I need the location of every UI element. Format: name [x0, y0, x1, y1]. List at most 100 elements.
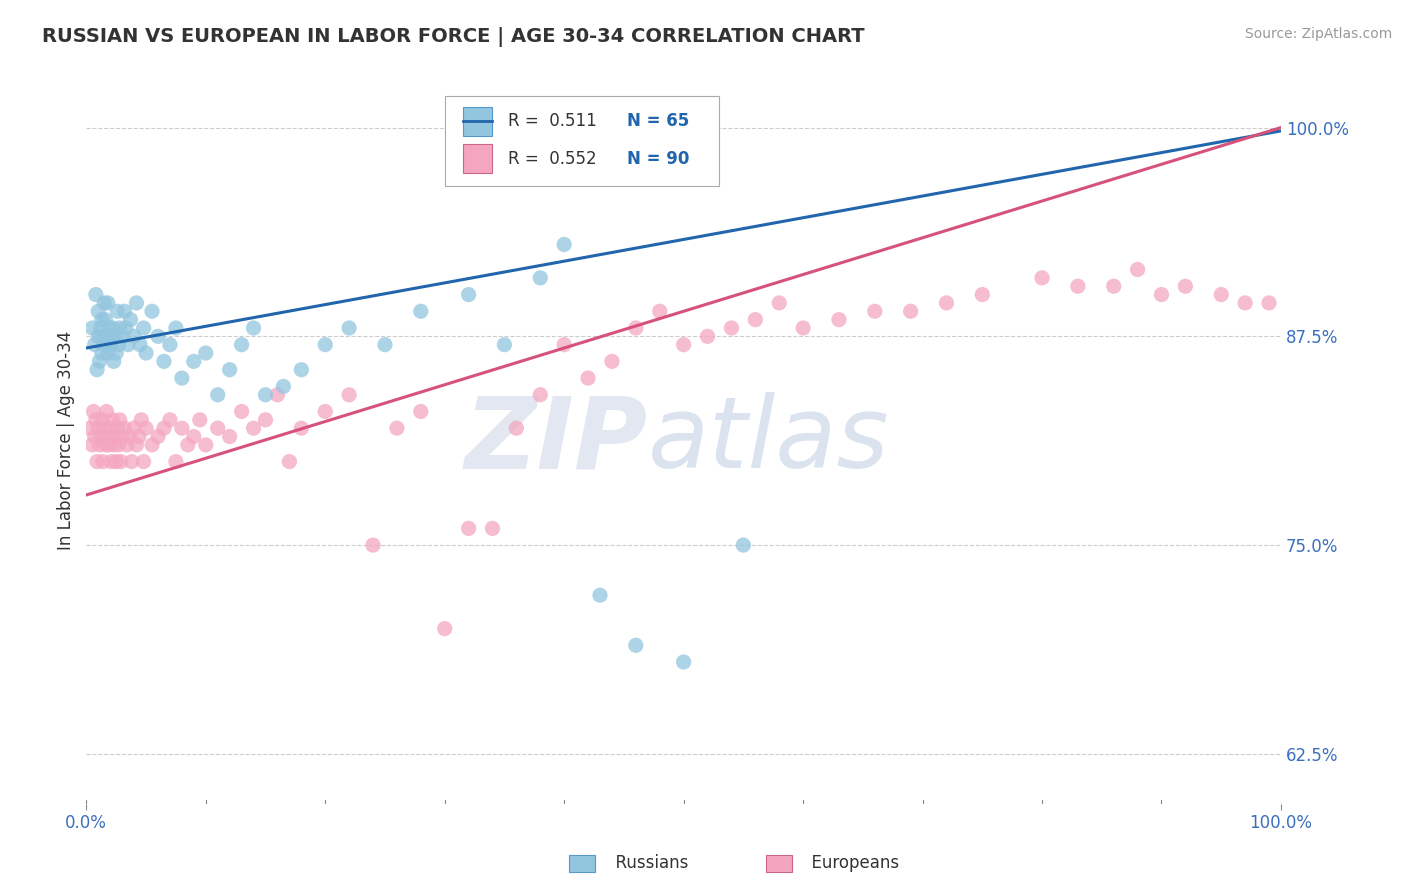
- Point: [1067, 279, 1090, 293]
- Point: [129, 337, 152, 351]
- Point: [100, 337, 122, 351]
- Point: [103, 438, 125, 452]
- Point: [105, 421, 128, 435]
- Text: R =  0.552: R = 0.552: [508, 150, 596, 168]
- Bar: [463, 145, 492, 173]
- Text: N = 90: N = 90: [627, 150, 690, 168]
- Point: [84, 413, 107, 427]
- Point: [90, 321, 112, 335]
- Point: [125, 438, 148, 452]
- Point: [97, 346, 120, 360]
- Point: [105, 454, 128, 468]
- Point: [101, 321, 124, 335]
- Point: [132, 454, 155, 468]
- Point: [98, 438, 121, 452]
- Point: [107, 438, 129, 452]
- Point: [93, 296, 115, 310]
- Point: [278, 454, 301, 468]
- Point: [266, 388, 288, 402]
- Point: [90, 429, 112, 443]
- Text: Source: ZipAtlas.com: Source: ZipAtlas.com: [1244, 27, 1392, 41]
- Point: [972, 287, 994, 301]
- Point: [104, 329, 127, 343]
- Point: [648, 304, 671, 318]
- Point: [90, 413, 112, 427]
- Point: [105, 346, 128, 360]
- Point: [242, 421, 264, 435]
- Text: RUSSIAN VS EUROPEAN IN LABOR FORCE | AGE 30-34 CORRELATION CHART: RUSSIAN VS EUROPEAN IN LABOR FORCE | AGE…: [42, 27, 865, 46]
- Point: [481, 521, 503, 535]
- Point: [135, 421, 157, 435]
- Point: [98, 329, 121, 343]
- Point: [96, 337, 118, 351]
- Point: [194, 438, 217, 452]
- Point: [97, 296, 120, 310]
- Point: [94, 312, 117, 326]
- Point: [768, 296, 790, 310]
- Point: [115, 438, 138, 452]
- Point: [1102, 279, 1125, 293]
- Point: [90, 346, 112, 360]
- Point: [361, 538, 384, 552]
- Y-axis label: In Labor Force | Age 30-34: In Labor Force | Age 30-34: [58, 331, 75, 550]
- Point: [146, 329, 169, 343]
- Point: [159, 413, 181, 427]
- Point: [93, 337, 115, 351]
- Point: [96, 404, 118, 418]
- Point: [107, 337, 129, 351]
- Text: N = 65: N = 65: [627, 112, 690, 130]
- Point: [505, 421, 527, 435]
- Point: [122, 421, 145, 435]
- Point: [624, 638, 647, 652]
- Point: [111, 329, 134, 343]
- Point: [125, 296, 148, 310]
- Point: [141, 438, 163, 452]
- Point: [146, 429, 169, 443]
- Point: [84, 287, 107, 301]
- Point: [1126, 262, 1149, 277]
- Point: [91, 454, 114, 468]
- Point: [86, 454, 108, 468]
- Point: [118, 429, 141, 443]
- Point: [218, 429, 240, 443]
- Point: [600, 354, 623, 368]
- Point: [91, 329, 114, 343]
- Point: [218, 362, 240, 376]
- Point: [153, 421, 176, 435]
- Point: [194, 346, 217, 360]
- Point: [165, 321, 187, 335]
- Point: [108, 413, 131, 427]
- Point: [87, 329, 110, 343]
- Bar: [463, 106, 492, 136]
- Point: [86, 362, 108, 376]
- Point: [672, 337, 695, 351]
- Point: [114, 304, 136, 318]
- Point: [108, 321, 131, 335]
- Point: [900, 304, 922, 318]
- Point: [314, 337, 336, 351]
- Point: [103, 354, 125, 368]
- Point: [101, 413, 124, 427]
- Point: [696, 329, 718, 343]
- Point: [374, 337, 396, 351]
- Point: [733, 538, 755, 552]
- Point: [273, 379, 295, 393]
- Point: [254, 388, 277, 402]
- Point: [720, 321, 742, 335]
- Point: [231, 337, 253, 351]
- Point: [129, 413, 152, 427]
- Point: [1258, 296, 1281, 310]
- Text: Russians: Russians: [605, 855, 688, 872]
- Point: [337, 321, 360, 335]
- Point: [314, 404, 336, 418]
- Point: [672, 655, 695, 669]
- Point: [153, 354, 176, 368]
- Point: [1150, 287, 1173, 301]
- Point: [935, 296, 957, 310]
- Point: [89, 354, 111, 368]
- Point: [183, 429, 205, 443]
- Point: [792, 321, 814, 335]
- Text: R =  0.511: R = 0.511: [508, 112, 596, 130]
- Point: [576, 371, 599, 385]
- Point: [529, 271, 551, 285]
